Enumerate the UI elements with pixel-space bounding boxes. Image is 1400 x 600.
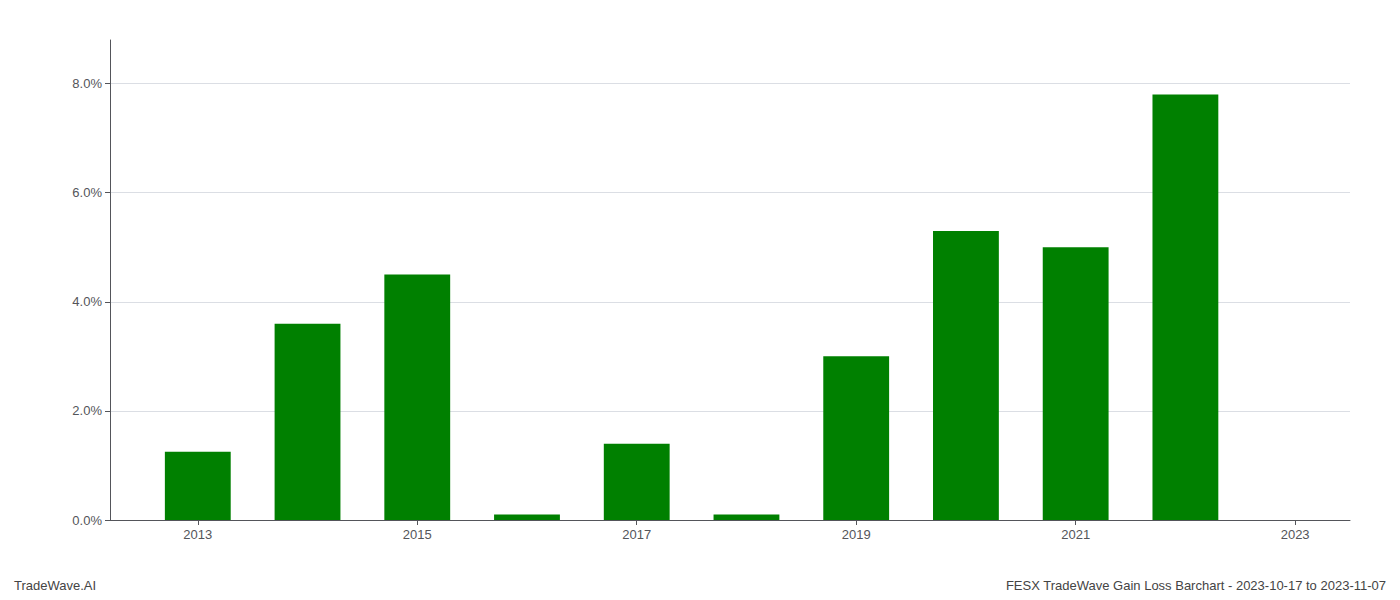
- svg-text:2013: 2013: [183, 527, 212, 542]
- svg-text:4.0%: 4.0%: [72, 294, 102, 309]
- svg-text:TradeWave.AI: TradeWave.AI: [14, 578, 96, 593]
- svg-text:2023: 2023: [1281, 527, 1310, 542]
- svg-text:2015: 2015: [403, 527, 432, 542]
- svg-text:2.0%: 2.0%: [72, 403, 102, 418]
- svg-text:8.0%: 8.0%: [72, 76, 102, 91]
- svg-text:0.0%: 0.0%: [72, 513, 102, 528]
- svg-text:2019: 2019: [842, 527, 871, 542]
- svg-text:2017: 2017: [622, 527, 651, 542]
- svg-text:FESX TradeWave Gain Loss Barch: FESX TradeWave Gain Loss Barchart - 2023…: [1006, 578, 1386, 593]
- svg-text:2021: 2021: [1061, 527, 1090, 542]
- svg-text:6.0%: 6.0%: [72, 185, 102, 200]
